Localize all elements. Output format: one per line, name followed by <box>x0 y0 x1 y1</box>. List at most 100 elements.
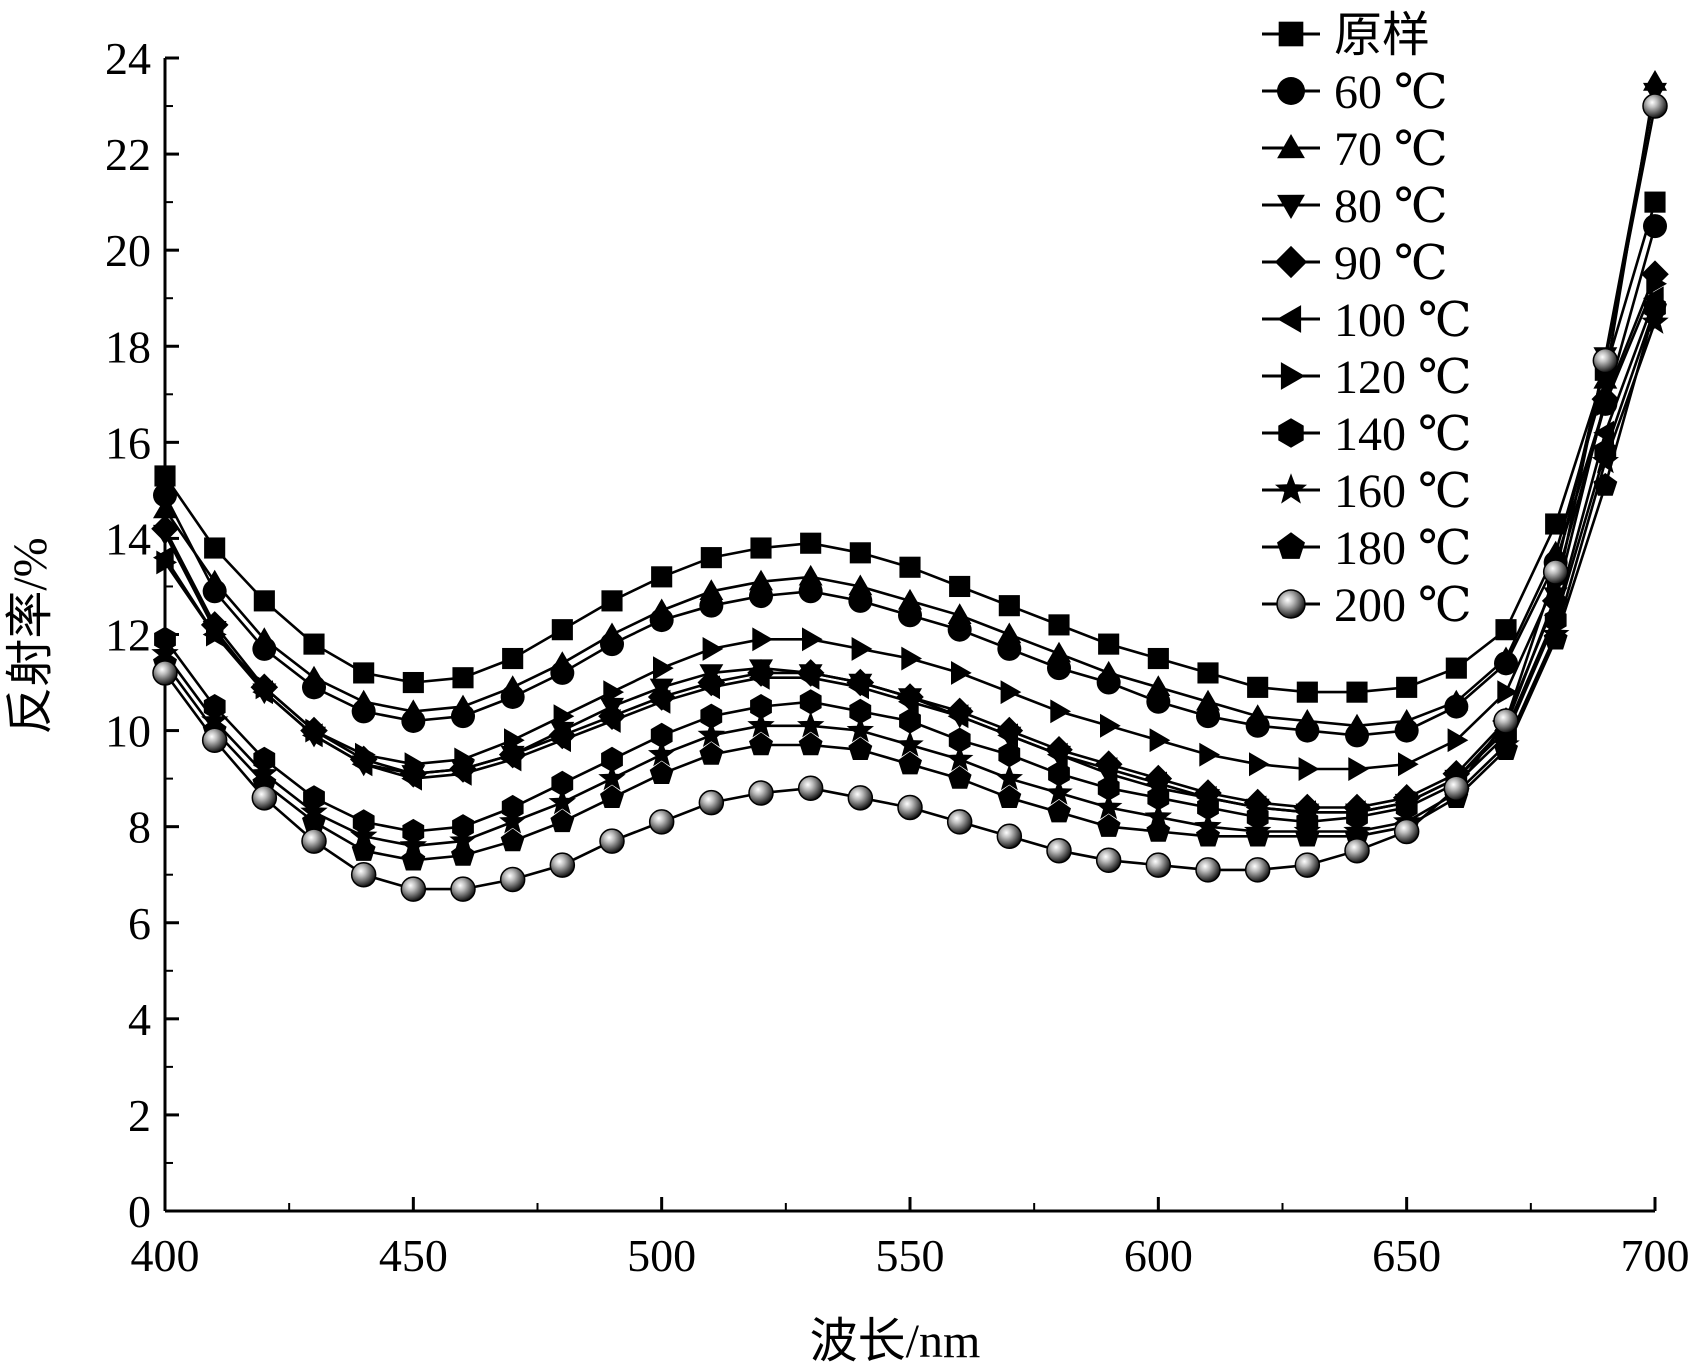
data-point <box>846 716 874 743</box>
data-point <box>599 828 625 854</box>
data-point <box>451 694 475 716</box>
data-point <box>600 785 624 808</box>
data-point <box>1294 852 1321 878</box>
data-point <box>1497 680 1518 705</box>
data-point <box>1249 752 1270 777</box>
data-point <box>454 747 475 772</box>
data-point <box>351 838 376 861</box>
data-point <box>550 728 571 753</box>
x-tick-label: 450 <box>379 1230 448 1281</box>
data-point <box>1047 799 1071 823</box>
legend-item: 80 ℃ <box>1262 180 1448 233</box>
data-point <box>699 579 724 600</box>
data-point <box>1398 752 1419 777</box>
data-point <box>997 622 1022 644</box>
data-point <box>1047 742 1068 767</box>
data-point <box>946 745 974 772</box>
data-point <box>750 537 772 559</box>
data-point <box>898 689 919 714</box>
data-point <box>648 740 676 767</box>
y-tick-label: 6 <box>128 898 151 949</box>
data-point <box>400 876 427 902</box>
legend-label: 70 ℃ <box>1334 123 1448 176</box>
data-point <box>251 785 278 811</box>
data-point <box>1642 93 1668 119</box>
data-point <box>553 704 575 729</box>
data-point <box>550 651 575 672</box>
data-point <box>451 761 472 786</box>
data-point <box>948 727 971 753</box>
legend-item: 180 ℃ <box>1262 522 1472 575</box>
data-point <box>1394 709 1419 730</box>
data-point <box>749 732 773 756</box>
data-point <box>600 622 624 644</box>
data-point <box>603 680 624 705</box>
data-point <box>702 637 724 661</box>
data-point <box>153 483 177 508</box>
data-point <box>1543 626 1568 650</box>
data-point <box>649 761 674 784</box>
data-point <box>997 785 1022 808</box>
legend-item: 100 ℃ <box>1262 294 1472 347</box>
data-point <box>896 730 924 757</box>
y-tick-label: 20 <box>105 225 151 276</box>
data-point <box>1149 728 1171 753</box>
y-tick-label: 2 <box>128 1090 151 1141</box>
data-point <box>1643 82 1667 104</box>
data-point <box>401 699 426 721</box>
data-point <box>899 556 921 578</box>
data-point <box>1245 704 1270 725</box>
data-point <box>401 766 422 791</box>
data-point <box>1643 214 1667 239</box>
data-point <box>206 622 227 647</box>
data-point <box>253 590 275 612</box>
data-point <box>951 661 972 685</box>
data-point <box>452 667 474 689</box>
data-point <box>1196 689 1220 711</box>
legend-marker <box>1275 473 1307 504</box>
legend-marker <box>1276 589 1306 619</box>
legend-label: 90 ℃ <box>1334 237 1448 290</box>
data-point <box>302 809 326 833</box>
y-tick-label: 12 <box>105 610 151 661</box>
data-point <box>353 662 375 684</box>
data-point <box>1494 646 1518 668</box>
data-point <box>947 603 972 624</box>
data-point <box>1641 307 1669 334</box>
legend-label: 原样 <box>1334 9 1430 62</box>
legend-label: 160 ℃ <box>1334 465 1472 518</box>
data-point <box>649 689 671 714</box>
data-point <box>500 828 525 852</box>
data-point <box>1000 680 1022 705</box>
y-tick-label: 22 <box>105 129 151 180</box>
legend-marker <box>1280 362 1305 390</box>
legend-item: 70 ℃ <box>1262 123 1448 176</box>
data-point <box>598 764 626 791</box>
data-point <box>997 723 1018 748</box>
legend-item: 120 ℃ <box>1262 351 1472 404</box>
data-point <box>798 732 823 756</box>
data-point <box>996 823 1023 850</box>
data-point <box>302 665 326 687</box>
data-point <box>899 708 921 734</box>
series-11 <box>152 93 1668 902</box>
data-point <box>651 566 673 588</box>
data-point <box>797 711 825 738</box>
legend-item: 原样 <box>1262 9 1430 62</box>
data-point <box>1197 662 1219 684</box>
x-tick-label: 600 <box>1124 1230 1193 1281</box>
data-point <box>1244 857 1271 883</box>
data-point <box>1144 802 1172 829</box>
data-point <box>501 794 524 821</box>
legend-marker <box>1277 134 1305 159</box>
data-point <box>600 709 621 733</box>
series-3 <box>153 70 1667 735</box>
data-point <box>1147 647 1169 670</box>
data-point <box>653 656 674 681</box>
data-point <box>700 703 723 729</box>
legend-marker <box>1277 77 1305 105</box>
data-point <box>1047 641 1071 663</box>
data-point <box>1095 847 1122 874</box>
